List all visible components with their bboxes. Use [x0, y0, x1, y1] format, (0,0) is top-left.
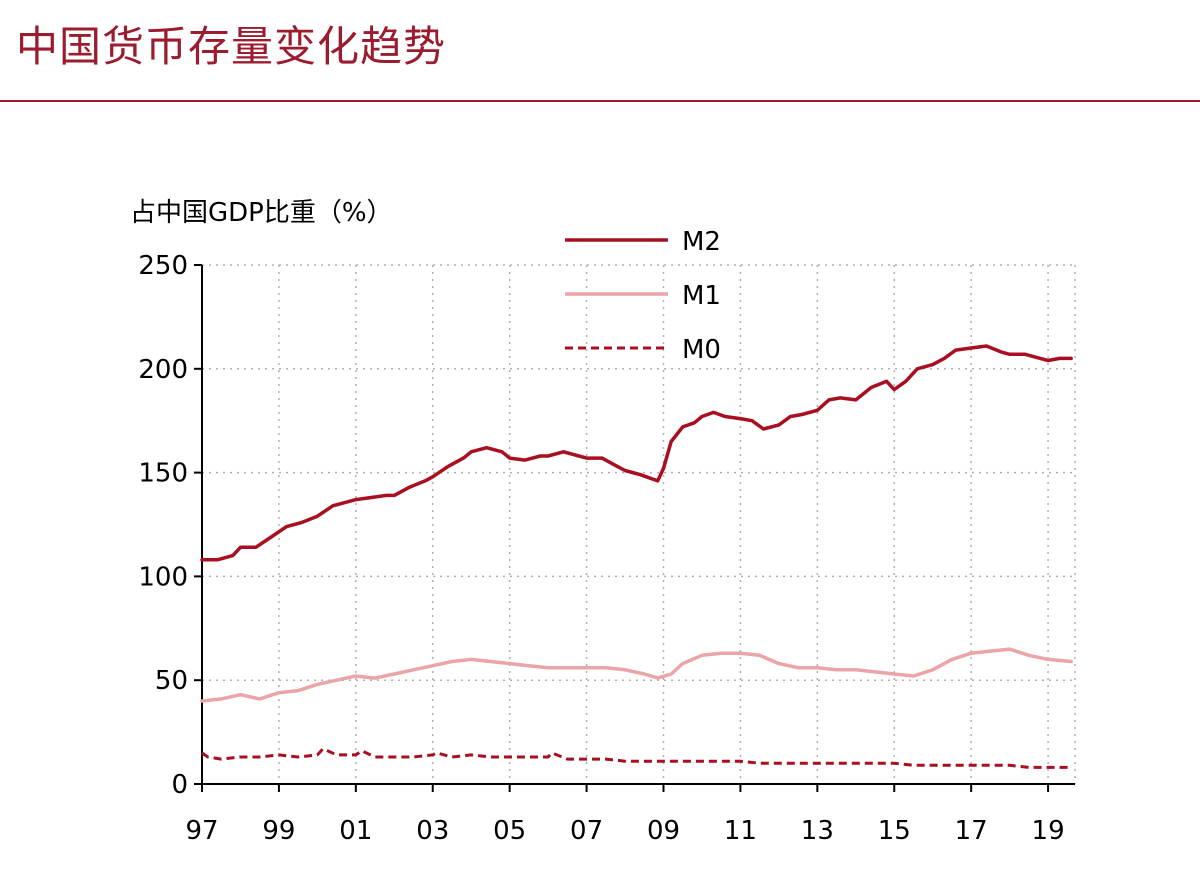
- series-line-m2: [200, 344, 1073, 562]
- legend-label-m2: M2: [682, 227, 721, 257]
- page-title: 中国货币存量变化趋势: [16, 22, 447, 71]
- y-tick-label: 0: [171, 770, 188, 800]
- x-tick-label: 19: [1032, 816, 1065, 846]
- x-tick-label: 09: [647, 816, 680, 846]
- series-lines: [200, 344, 1073, 769]
- x-tick-label: 01: [339, 816, 372, 846]
- x-tick-label: 03: [416, 816, 449, 846]
- legend: M2 M1 M0: [565, 227, 721, 365]
- x-tick-label: 15: [878, 816, 911, 846]
- legend-label-m0: M0: [682, 335, 721, 365]
- y-axis-label: 占中国GDP比重（%）: [130, 198, 393, 228]
- axes: 0 50 100 150 200 250 97 99 01 03 05 07 09 11 13 15 17 19: [138, 251, 1075, 846]
- series-line-m1: [200, 647, 1073, 703]
- x-tick-label: 13: [801, 816, 834, 846]
- title-divider: [0, 100, 1200, 102]
- x-tick-label: 17: [955, 816, 988, 846]
- series-line-m0: [201, 747, 1072, 769]
- y-tick-label: 150: [138, 459, 188, 489]
- x-tick-label: 11: [724, 816, 757, 846]
- x-tick-label: 05: [493, 816, 526, 846]
- x-tick-label: 97: [185, 816, 218, 846]
- x-tick-label: 99: [262, 816, 295, 846]
- y-tick-label: 100: [138, 562, 188, 592]
- legend-label-m1: M1: [682, 281, 721, 311]
- y-tick-label: 200: [138, 355, 188, 385]
- x-tick-label: 07: [570, 816, 603, 846]
- y-tick-label: 50: [155, 666, 188, 696]
- y-tick-label: 250: [138, 251, 188, 281]
- gridlines: [202, 264, 1076, 784]
